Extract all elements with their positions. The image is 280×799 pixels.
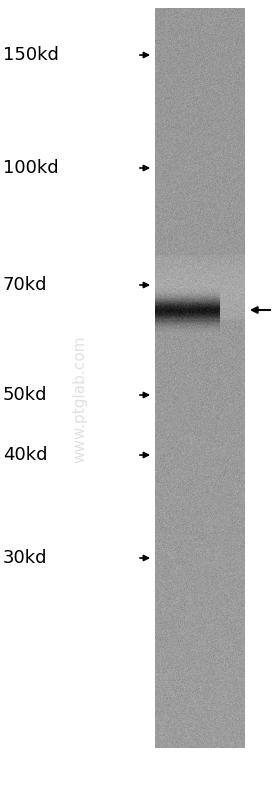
- Text: 40kd: 40kd: [3, 446, 48, 464]
- Text: 50kd: 50kd: [3, 386, 48, 404]
- Text: 30kd: 30kd: [3, 549, 48, 567]
- Text: 70kd: 70kd: [3, 276, 48, 294]
- Text: 100kd: 100kd: [3, 159, 59, 177]
- Text: 150kd: 150kd: [3, 46, 59, 64]
- Text: www.ptglab.com: www.ptglab.com: [73, 336, 87, 463]
